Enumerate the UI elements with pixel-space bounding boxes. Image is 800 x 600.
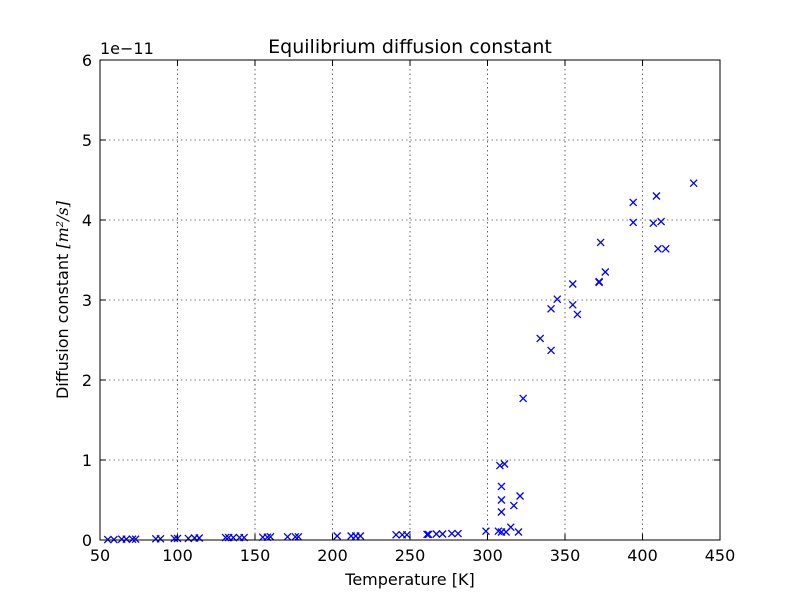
data-point	[333, 532, 342, 540]
x-tick-label: 350	[550, 546, 581, 565]
data-point	[184, 534, 193, 543]
data-point	[547, 346, 556, 355]
data-point	[596, 238, 605, 247]
data-point	[131, 535, 140, 544]
data-point	[392, 530, 401, 539]
y-tick-label: 2	[82, 371, 92, 390]
y-axis-label: Diffusion constant [m²/s]	[53, 200, 72, 399]
data-point	[283, 532, 292, 541]
data-point	[601, 268, 610, 276]
data-point	[547, 304, 556, 313]
data-point	[506, 523, 515, 532]
x-tick-label: 50	[90, 546, 110, 565]
data-point	[122, 535, 131, 544]
data-point	[447, 529, 456, 538]
chart-title: Equilibrium diffusion constant	[268, 36, 552, 58]
data-point	[649, 219, 658, 228]
data-point	[536, 334, 545, 343]
data-point	[573, 310, 582, 319]
y-tick-label: 3	[82, 291, 92, 310]
data-point	[294, 532, 303, 541]
data-point	[509, 501, 518, 510]
y-axis-offset-label: 1e−11	[100, 39, 154, 58]
data-point	[424, 530, 433, 539]
y-tick-label: 5	[82, 131, 92, 150]
x-tick-label: 250	[395, 546, 426, 565]
y-axis-label-unit: [m²/s]	[53, 200, 72, 248]
data-point	[423, 530, 432, 539]
data-point	[438, 530, 447, 538]
y-tick-label: 0	[82, 531, 92, 550]
x-tick-label: 450	[705, 546, 736, 565]
data-point	[497, 482, 506, 491]
x-axis-label: Temperature [K]	[344, 570, 474, 589]
data-point	[595, 278, 604, 287]
data-point	[500, 460, 509, 468]
x-tick-label: 300	[472, 546, 503, 565]
data-point	[266, 532, 275, 541]
x-tick-label: 150	[240, 546, 271, 565]
data-point	[652, 192, 661, 200]
x-tick-label: 100	[162, 546, 193, 565]
data-point	[402, 530, 411, 539]
data-point	[553, 295, 562, 304]
data-point	[519, 394, 528, 403]
y-axis-label-text: Diffusion constant	[53, 249, 72, 399]
data-point	[481, 527, 490, 536]
data-point	[514, 528, 523, 536]
data-point	[689, 179, 698, 188]
y-tick-label: 1	[82, 451, 92, 470]
data-point	[454, 529, 463, 538]
data-point	[568, 280, 577, 288]
x-tick-label: 400	[627, 546, 658, 565]
data-markers	[103, 179, 698, 544]
data-point	[497, 508, 506, 516]
x-tick-label: 200	[317, 546, 348, 565]
grid-lines	[100, 60, 720, 540]
y-tick-label: 4	[82, 211, 92, 230]
axis-ticks: 50 100 150 200 250 300 350 400 450 0 1 2 3 4 5 6	[82, 51, 735, 565]
data-point	[170, 534, 179, 543]
data-point	[497, 496, 506, 504]
data-point	[156, 534, 165, 543]
data-point	[356, 532, 365, 540]
data-point	[661, 244, 670, 253]
y-tick-label: 6	[82, 51, 92, 70]
data-point	[128, 535, 137, 544]
data-point	[629, 198, 638, 207]
data-point	[516, 492, 525, 500]
data-point	[629, 218, 638, 227]
data-point	[432, 530, 441, 538]
data-point	[568, 300, 577, 309]
data-point	[495, 461, 504, 470]
data-point	[654, 244, 662, 253]
data-point	[291, 532, 300, 541]
data-point	[657, 217, 666, 226]
